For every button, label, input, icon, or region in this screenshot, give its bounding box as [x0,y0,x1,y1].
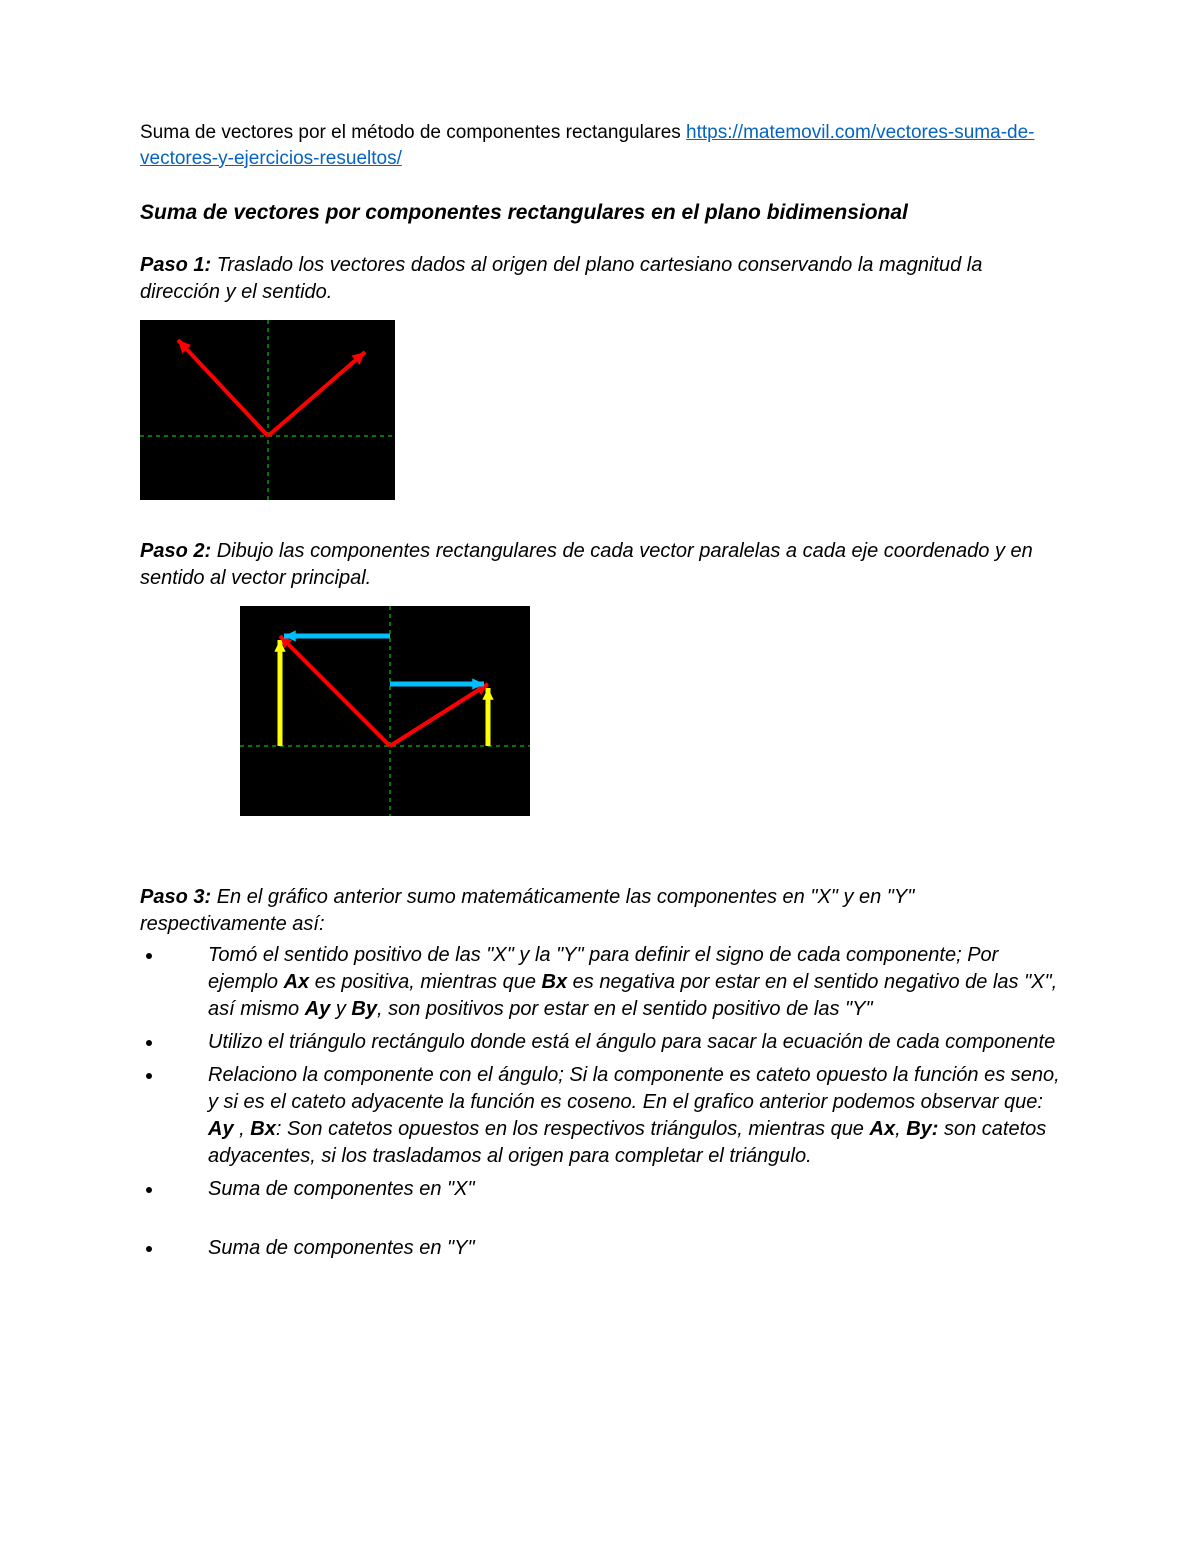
bullet3-b: , [234,1118,251,1140]
diagram2-wrap [240,606,1060,824]
bullet1-e: , son positivos por estar en el sentido … [377,998,873,1020]
bullet1-bx: Bx [542,971,568,993]
paso3-body: En el gráfico anterior sumo matemáticame… [140,886,914,935]
bullet3-ax: Ax [870,1118,896,1140]
bullet3-ay: Ay [208,1118,234,1140]
bullet3-bx: Bx [250,1118,276,1140]
paso3: Paso 3: En el gráfico anterior sumo mate… [140,884,1060,938]
bullet-4: Suma de componentes en "X" [164,1176,1060,1203]
main-heading: Suma de vectores por componentes rectang… [140,199,1060,227]
bullet1-d: y [330,998,351,1020]
bullet3-a: Relaciono la componente con el ángulo; S… [208,1064,1060,1113]
diagram1-svg [140,320,395,500]
diagram2-svg [240,606,530,816]
diagram1-wrap [140,320,1060,508]
spacer [140,1209,1060,1235]
paso2-label: Paso 2: [140,540,211,562]
bullet1-ay: Ay [305,998,331,1020]
intro-line: Suma de vectores por el método de compon… [140,120,1060,171]
bullet-1: Tomó el sentido positivo de las "X" y la… [164,942,1060,1023]
paso1-body: Traslado los vectores dados al origen de… [140,254,982,303]
bullet1-b: es positiva, mientras que [309,971,541,993]
paso2: Paso 2: Dibujo las componentes rectangul… [140,538,1060,592]
paso3-label: Paso 3: [140,886,211,908]
bullet-5: Suma de componentes en "Y" [164,1235,1060,1262]
paso1: Paso 1: Traslado los vectores dados al o… [140,252,1060,306]
bullet-list: Tomó el sentido positivo de las "X" y la… [140,942,1060,1203]
paso1-label: Paso 1: [140,254,211,276]
bullet3-by: By: [906,1118,938,1140]
bullet3-d: , [895,1118,906,1140]
bullet3-c: : Son catetos opuestos en los respectivo… [276,1118,870,1140]
bullet-3: Relaciono la componente con el ángulo; S… [164,1062,1060,1170]
document-page: Suma de vectores por el método de compon… [0,0,1200,1553]
bullet1-by: By [351,998,377,1020]
paso2-body: Dibujo las componentes rectangulares de … [140,540,1033,589]
intro-prefix: Suma de vectores por el método de compon… [140,122,686,143]
bullet-list-2: Suma de componentes en "Y" [140,1235,1060,1262]
bullet1-ax: Ax [284,971,310,993]
bullet-2: Utilizo el triángulo rectángulo donde es… [164,1029,1060,1056]
